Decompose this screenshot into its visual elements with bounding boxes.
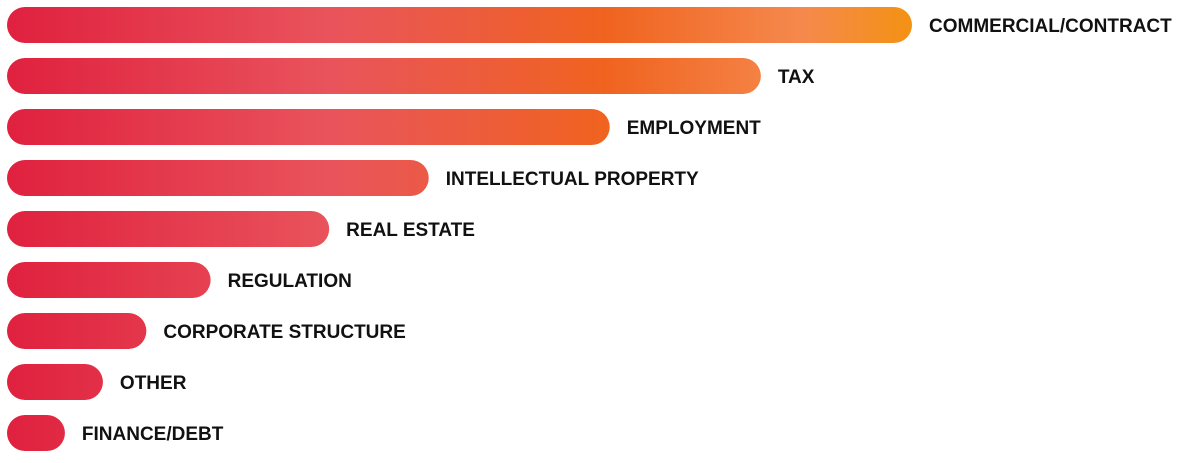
bar-tax	[7, 58, 761, 94]
bars-layer	[7, 7, 912, 451]
bar-label-real-estate: REAL ESTATE	[346, 220, 475, 241]
bar-finance-debt	[7, 415, 65, 451]
bar-label-tax: TAX	[778, 67, 815, 88]
bar-label-corporate-structure: CORPORATE STRUCTURE	[163, 322, 405, 343]
bar-commercial-contract	[7, 7, 912, 43]
bar-label-regulation: REGULATION	[228, 271, 352, 292]
labels-layer: COMMERCIAL/CONTRACT TAX EMPLOYMENT INTELLEC…	[82, 16, 1172, 445]
bar-employment	[7, 109, 610, 145]
bar-label-finance-debt: FINANCE/DEBT	[82, 424, 224, 445]
bar-regulation	[7, 262, 211, 298]
bar-intellectual-property	[7, 160, 429, 196]
bar-label-employment: EMPLOYMENT	[627, 118, 761, 139]
bar-real-estate	[7, 211, 330, 247]
bar-label-intellectual-property: INTELLECTUAL PROPERTY	[446, 169, 699, 190]
bar-label-commercial-contract: COMMERCIAL/CONTRACT	[929, 16, 1172, 37]
bar-label-other: OTHER	[120, 373, 187, 394]
bar-other	[7, 364, 103, 400]
bar-corporate-structure	[7, 313, 147, 349]
